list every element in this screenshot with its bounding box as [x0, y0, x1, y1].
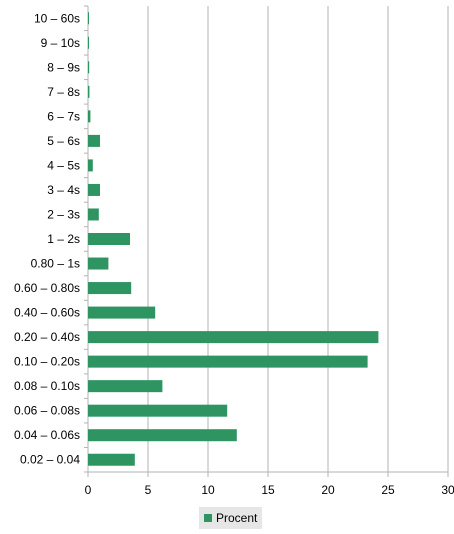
bar — [88, 282, 132, 295]
y-tick-label: 3 – 4s — [47, 183, 80, 197]
bar — [88, 257, 109, 270]
y-tick-label: 9 – 10s — [41, 36, 80, 50]
y-tick-labels: 10 – 60s 9 – 10s 8 – 9s 7 – 8s 6 – 7s 5 – 6s 4… — [14, 11, 80, 466]
y-tick-label: 2 – 3s — [47, 207, 80, 221]
y-tick-label: 0.08 – 0.10s — [14, 379, 80, 393]
bar — [88, 134, 100, 147]
bar — [88, 208, 99, 221]
bar — [88, 380, 163, 393]
y-tick-label: 0.02 – 0.04 — [20, 453, 80, 467]
legend: Procent — [199, 507, 262, 529]
y-tick-label: 7 – 8s — [47, 85, 80, 99]
bar — [88, 36, 89, 49]
x-tick-label: 20 — [321, 483, 335, 497]
y-tick-label: 6 – 7s — [47, 109, 80, 123]
y-tick-label: 0.40 – 0.60s — [14, 306, 80, 320]
x-tick-label: 10 — [201, 483, 215, 497]
y-tick-label: 0.06 – 0.08s — [14, 404, 80, 418]
bar — [88, 110, 91, 123]
bar — [88, 453, 135, 466]
bar — [88, 404, 228, 417]
y-tick-label: 4 – 5s — [47, 158, 80, 172]
bar — [88, 61, 90, 74]
x-tick-label: 15 — [261, 483, 275, 497]
bar — [88, 183, 100, 196]
x-tick-label: 25 — [381, 483, 395, 497]
y-tick-label: 1 – 2s — [47, 232, 80, 246]
legend-swatch — [204, 514, 212, 522]
y-tick-label: 0.60 – 0.80s — [14, 281, 80, 295]
y-tick-label: 0.80 – 1s — [31, 257, 80, 271]
bar — [88, 355, 368, 368]
y-tick-label: 0.20 – 0.40s — [14, 330, 80, 344]
bar — [88, 85, 90, 98]
x-tick-labels: 0 5 10 15 20 25 30 — [85, 483, 454, 497]
x-tick-label: 5 — [145, 483, 152, 497]
x-tick-label: 30 — [441, 483, 454, 497]
bar — [88, 12, 89, 25]
x-tick-label: 0 — [85, 483, 92, 497]
y-tick-label: 0.10 – 0.20s — [14, 355, 80, 369]
legend-box — [199, 507, 262, 529]
bars-group — [88, 12, 379, 466]
grid-lines — [84, 5, 449, 477]
bar — [88, 159, 93, 172]
y-tick-label: 0.04 – 0.06s — [14, 428, 80, 442]
bar — [88, 429, 237, 442]
bar — [88, 331, 379, 344]
y-tick-label: 5 – 6s — [47, 134, 80, 148]
bar — [88, 233, 130, 245]
legend-label-procent: Procent — [216, 511, 258, 525]
y-tick-label: 8 – 9s — [47, 60, 80, 74]
y-tick-label: 10 – 60s — [34, 11, 80, 25]
bar — [88, 306, 156, 319]
